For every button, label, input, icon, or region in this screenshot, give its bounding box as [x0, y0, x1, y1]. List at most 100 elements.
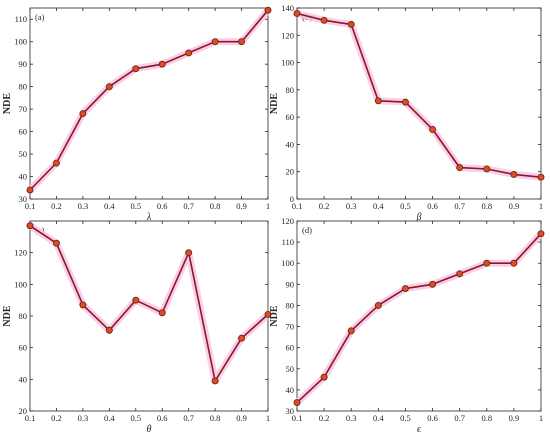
x-tick-label: 0.1: [25, 201, 36, 211]
x-tick-label: 0.4: [373, 201, 384, 211]
data-point: [537, 230, 545, 238]
x-tick-label: 0.5: [130, 413, 141, 423]
panel-tag: (d): [302, 225, 312, 235]
y-tick-label: 120: [281, 216, 294, 226]
x-tick-label: 0.6: [427, 413, 438, 423]
data-point: [510, 259, 518, 267]
x-tick-label: 0.1: [25, 413, 36, 423]
x-tick-label: 0.9: [509, 201, 520, 211]
y-axis-label: NDE: [269, 93, 280, 114]
y-tick-label: 50: [19, 149, 28, 159]
x-tick-label: 0.9: [236, 413, 247, 423]
x-tick-label: 0.2: [319, 413, 330, 423]
y-tick-label: 100: [14, 37, 27, 47]
x-tick-label: 0.7: [454, 413, 465, 423]
y-tick-label: 40: [286, 139, 295, 149]
data-point: [347, 327, 355, 335]
y-tick-label: 110: [282, 237, 294, 247]
x-tick-label: 0.2: [51, 413, 62, 423]
data-point: [483, 259, 491, 267]
y-tick-label: 60: [19, 343, 28, 353]
data-point: [185, 49, 193, 57]
y-tick-label: 80: [19, 82, 28, 92]
data-point: [52, 239, 60, 247]
y-tick-label: 70: [19, 104, 28, 114]
y-axis-label: NDE: [269, 305, 280, 326]
x-tick-label: 0.4: [373, 413, 384, 423]
y-tick-label: 80: [19, 311, 28, 321]
data-point: [132, 65, 140, 73]
data-point: [264, 6, 272, 14]
x-tick-label: 0.8: [481, 201, 492, 211]
plot-frame: [296, 7, 542, 200]
data-point: [211, 38, 219, 46]
data-point: [293, 399, 301, 407]
data-point: [320, 373, 328, 381]
x-tick-label: 0.6: [157, 201, 168, 211]
y-tick-label: 100: [281, 58, 294, 68]
y-tick-label: 90: [19, 59, 28, 69]
x-tick-label: 0.6: [157, 413, 168, 423]
y-tick-label: 20: [286, 167, 295, 177]
x-tick-label: 1: [539, 413, 543, 423]
x-tick-label: 0.5: [130, 201, 141, 211]
data-point: [456, 164, 464, 172]
panel-tag: (a): [35, 12, 45, 22]
x-tick-label: 0.2: [51, 201, 62, 211]
data-point: [132, 296, 140, 304]
x-tick-label: 0.7: [454, 201, 465, 211]
y-tick-label: 90: [286, 279, 295, 289]
x-tick-label: 0.3: [78, 201, 89, 211]
x-axis-label: β: [416, 212, 422, 223]
panel-3: 20 40 60 80 100 120 0.1 0.2 0.3 0.4 0.5 0.6 0.7 0.8 0.…: [2, 220, 272, 435]
y-tick-label: 100: [281, 258, 294, 268]
y-tick-label: 40: [19, 172, 28, 182]
x-axis-label: λ: [146, 212, 152, 223]
data-point: [429, 280, 437, 288]
data-point: [401, 285, 409, 293]
y-tick-label: 120: [281, 30, 294, 40]
x-tick-label: 0.2: [319, 201, 330, 211]
series-line: [296, 233, 542, 404]
y-tick-label: 60: [19, 127, 28, 137]
x-tick-label: 0.1: [292, 413, 303, 423]
x-tick-label: 1: [539, 201, 543, 211]
y-tick-label: 40: [19, 374, 28, 384]
data-point: [483, 165, 491, 173]
data-point: [401, 98, 409, 106]
y-tick-label: 120: [14, 248, 27, 258]
x-tick-label: 0.7: [183, 201, 194, 211]
y-tick-label: 140: [281, 3, 294, 13]
plot-frame: [29, 7, 269, 200]
x-axis-label: ϵ: [417, 424, 422, 435]
y-tick-label: 70: [286, 322, 295, 332]
x-tick-label: 0.8: [481, 413, 492, 423]
data-point: [105, 326, 113, 334]
data-point: [105, 83, 113, 91]
data-point: [429, 125, 437, 133]
data-point: [185, 249, 193, 257]
y-tick-label: 40: [286, 385, 295, 395]
x-tick-label: 0.5: [400, 201, 411, 211]
y-tick-label: 50: [286, 364, 295, 374]
y-tick-label: 110: [15, 14, 27, 24]
panel-4: 30 40 50 60 70 80 90 100 110 120 0.1 0.2 0.3 0.4 0.5 0.…: [269, 216, 545, 435]
data-point: [79, 301, 87, 309]
data-point: [374, 97, 382, 105]
x-tick-label: 0.3: [78, 413, 89, 423]
x-tick-label: 0.3: [346, 413, 357, 423]
series-line: [29, 9, 269, 191]
data-point: [158, 309, 166, 317]
plot-frame: [29, 220, 269, 412]
panel-1: 30 40 50 60 70 80 90 100 110 0.1 0.2 0.3 0.4 0.5 0.6 0.…: [2, 6, 272, 223]
y-tick-label: 30: [286, 406, 295, 416]
series-line: [296, 12, 542, 178]
data-point: [347, 20, 355, 28]
x-tick-label: 0.9: [509, 413, 520, 423]
y-tick-label: 20: [19, 406, 28, 416]
x-tick-label: 0.1: [292, 201, 303, 211]
x-tick-label: 0.8: [210, 413, 221, 423]
x-tick-label: 0.3: [346, 201, 357, 211]
data-point: [211, 377, 219, 385]
data-point: [52, 159, 60, 167]
